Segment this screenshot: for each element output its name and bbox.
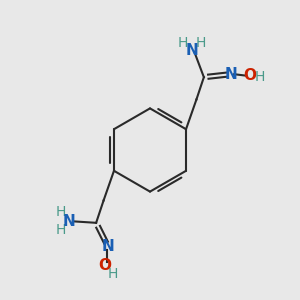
Text: H: H (196, 36, 206, 50)
Text: O: O (243, 68, 256, 83)
Text: H: H (56, 206, 66, 219)
Text: H: H (255, 70, 265, 84)
Text: H: H (107, 267, 118, 281)
Text: H: H (56, 223, 66, 237)
Text: N: N (102, 239, 114, 254)
Text: O: O (98, 258, 112, 273)
Text: N: N (186, 43, 198, 58)
Text: H: H (178, 36, 188, 50)
Text: N: N (63, 214, 76, 229)
Text: N: N (224, 67, 237, 82)
